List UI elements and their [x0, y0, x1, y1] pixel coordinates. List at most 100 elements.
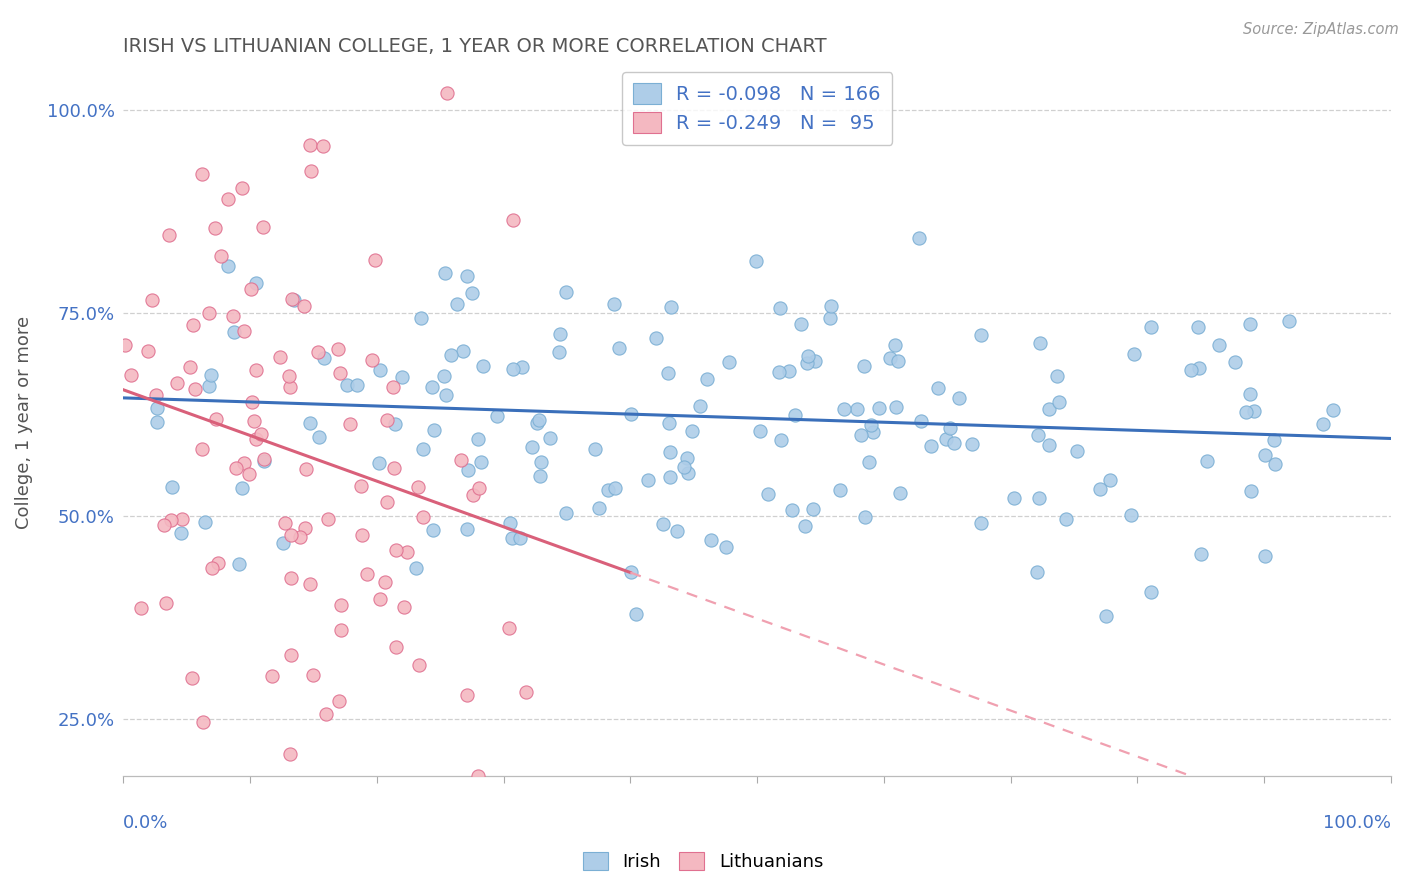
Point	[887, 354, 910, 368]
Point	[778, 364, 800, 378]
Point	[1187, 320, 1209, 334]
Point	[172, 512, 194, 526]
Point	[1243, 404, 1265, 418]
Point	[530, 455, 553, 469]
Point	[927, 381, 949, 395]
Point	[794, 519, 817, 533]
Point	[294, 521, 316, 535]
Point	[453, 343, 475, 358]
Point	[240, 282, 263, 296]
Point	[329, 366, 352, 380]
Point	[245, 276, 267, 290]
Point	[472, 359, 495, 373]
Point	[1046, 368, 1069, 383]
Point	[406, 480, 429, 494]
Point	[879, 351, 901, 366]
Point	[412, 509, 434, 524]
Point	[280, 528, 302, 542]
Point	[1188, 361, 1211, 376]
Point	[114, 338, 136, 352]
Point	[658, 416, 681, 430]
Point	[555, 285, 578, 300]
Point	[160, 513, 183, 527]
Point	[868, 401, 890, 416]
Point	[412, 442, 434, 456]
Point	[768, 366, 790, 380]
Point	[384, 417, 406, 431]
Point	[1002, 491, 1025, 505]
Point	[673, 460, 696, 475]
Point	[862, 425, 884, 440]
Point	[1121, 508, 1143, 522]
Point	[467, 768, 489, 782]
Point	[433, 369, 456, 384]
Point	[696, 372, 718, 386]
Point	[1180, 362, 1202, 376]
Point	[328, 694, 350, 708]
Point	[274, 516, 297, 531]
Point	[299, 163, 322, 178]
Point	[350, 479, 373, 493]
Point	[789, 317, 811, 331]
Point	[858, 455, 880, 469]
Point	[129, 601, 152, 615]
Point	[330, 624, 353, 638]
Point	[520, 440, 543, 454]
Point	[620, 565, 643, 579]
Point	[368, 591, 391, 606]
Point	[538, 431, 561, 445]
Point	[659, 445, 682, 459]
Point	[1028, 335, 1050, 350]
Point	[204, 221, 226, 235]
Point	[382, 461, 405, 475]
Point	[232, 324, 254, 338]
Point	[1038, 401, 1060, 416]
Point	[1278, 314, 1301, 328]
Point	[138, 344, 160, 359]
Point	[1066, 444, 1088, 458]
Point	[748, 424, 770, 438]
Point	[375, 495, 398, 509]
Point	[499, 516, 522, 530]
Point	[769, 434, 792, 448]
Point	[470, 455, 492, 469]
Point	[1225, 355, 1247, 369]
Point	[1254, 448, 1277, 462]
Point	[339, 417, 361, 432]
Point	[222, 310, 245, 324]
Text: Source: ZipAtlas.com: Source: ZipAtlas.com	[1243, 22, 1399, 37]
Point	[744, 253, 766, 268]
Point	[1254, 549, 1277, 563]
Point	[207, 556, 229, 570]
Point	[434, 387, 457, 401]
Point	[948, 391, 970, 405]
Point	[605, 481, 627, 495]
Point	[278, 747, 301, 761]
Point	[849, 428, 872, 442]
Point	[637, 473, 659, 487]
Point	[181, 318, 204, 333]
Point	[1026, 428, 1049, 442]
Point	[658, 470, 681, 484]
Point	[527, 413, 550, 427]
Point	[350, 528, 373, 542]
Point	[228, 557, 250, 571]
Point	[179, 359, 201, 374]
Point	[211, 249, 233, 263]
Point	[769, 301, 792, 315]
Point	[446, 297, 468, 311]
Point	[277, 369, 299, 384]
Point	[155, 596, 177, 610]
Point	[200, 368, 222, 382]
Point	[222, 326, 245, 340]
Point	[141, 293, 163, 308]
Point	[318, 511, 340, 525]
Point	[278, 380, 301, 394]
Point	[157, 227, 180, 242]
Point	[456, 523, 478, 537]
Point	[225, 461, 247, 475]
Point	[467, 432, 489, 446]
Point	[231, 181, 253, 195]
Point	[801, 502, 824, 516]
Text: 100.0%: 100.0%	[1323, 814, 1391, 832]
